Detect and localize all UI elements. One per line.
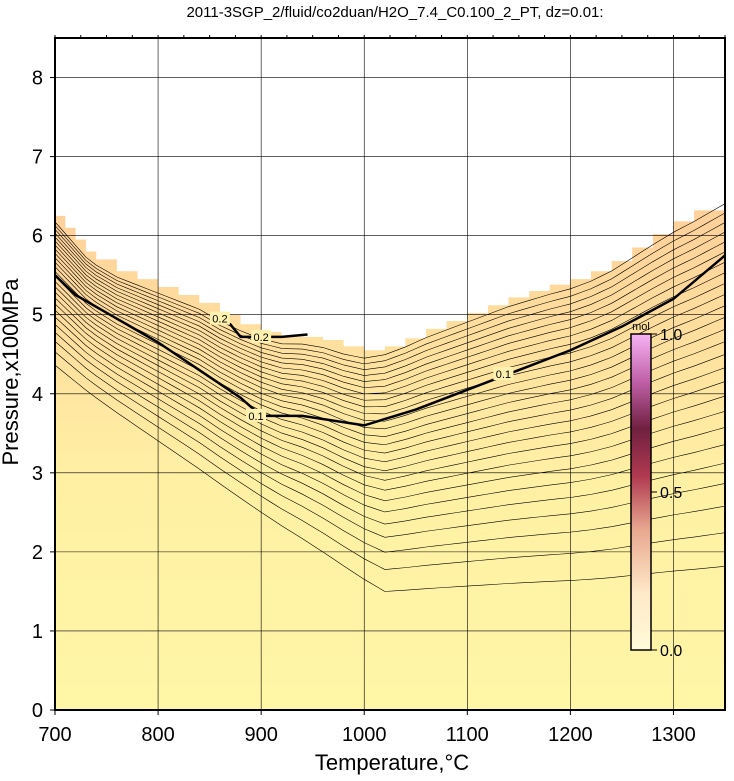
contour-label: 0.2 xyxy=(212,314,227,326)
contour-line-thin xyxy=(55,364,725,592)
contour-line-thin xyxy=(55,316,725,513)
contour-line-thin xyxy=(55,244,725,395)
x-tick-label: 1000 xyxy=(342,724,387,746)
contour-label-background xyxy=(209,311,230,325)
contour-line-thin xyxy=(55,253,725,408)
contour-line-thin xyxy=(55,248,725,401)
y-tick-label: 7 xyxy=(32,147,43,169)
contour-line-thin xyxy=(55,212,725,365)
x-axis-label: Temperature,°C xyxy=(315,750,469,775)
contour-label: 0.1 xyxy=(496,369,511,381)
contour-line-thin xyxy=(55,261,725,422)
x-tick-label: 1200 xyxy=(548,724,593,746)
contour-label-background xyxy=(246,408,266,422)
contour-line-thin xyxy=(55,236,725,382)
colorbar-gradient xyxy=(630,333,652,651)
contour-label: 0.1 xyxy=(248,411,263,423)
colorbar-unit-label: mol xyxy=(632,321,650,333)
x-tick-label: 900 xyxy=(244,724,277,746)
y-tick-label: 1 xyxy=(32,621,43,643)
labeled-contours: 0.1 0.1 0.2 0.2 xyxy=(55,254,725,427)
contour-line-thin xyxy=(55,231,725,376)
x-tick-label: 800 xyxy=(141,724,174,746)
colorbar-tick-label: 0.0 xyxy=(660,643,682,660)
contour-line-thin xyxy=(55,297,725,481)
contour-line-thin xyxy=(55,281,725,454)
contour-line-0.1 xyxy=(55,254,725,427)
x-tick-label: 1300 xyxy=(651,724,696,746)
contour-line-thin xyxy=(55,222,725,370)
y-axis-label: Pressure,x100MPa xyxy=(0,278,23,466)
colorbar-ticks: 0.0 0.5 1.0 xyxy=(651,327,682,660)
y-tick-label: 0 xyxy=(32,700,43,722)
plot-area: 0.1 0.1 0.2 0.2 xyxy=(55,38,725,710)
x-tick-label: 700 xyxy=(38,724,71,746)
chart-title: 2011-3SGP_2/fluid/co2duan/H2O_7.4_C0.100… xyxy=(186,4,603,21)
thin-contour-lines xyxy=(55,203,725,592)
y-tick-label: 6 xyxy=(32,226,43,248)
contour-line-thin xyxy=(55,240,725,388)
contour-line-thin xyxy=(55,276,725,446)
frame-ticks xyxy=(50,35,726,715)
contour-line-thin xyxy=(55,203,725,359)
grid-lines xyxy=(55,38,725,710)
contour-label: 0.2 xyxy=(254,332,269,344)
axis-tick-labels: 700 800 900 1000 1100 1200 1300 0 1 2 3 4 5 6 7 8 xyxy=(32,68,696,746)
contour-line-thin xyxy=(55,332,725,538)
contour-line-thin xyxy=(55,324,725,525)
y-tick-label: 3 xyxy=(32,463,43,485)
y-tick-label: 4 xyxy=(32,384,43,406)
y-tick-label: 8 xyxy=(32,68,43,90)
y-tick-label: 2 xyxy=(32,542,43,564)
colorbar-tick-label: 0.5 xyxy=(660,485,682,502)
colorbar: mol 0.0 0.5 1.0 xyxy=(630,321,682,660)
contour-line-thin xyxy=(55,286,725,463)
x-tick-label: 1100 xyxy=(446,724,489,746)
contour-line-thin xyxy=(55,257,725,415)
y-tick-label: 5 xyxy=(32,305,43,327)
colorbar-tick-label: 1.0 xyxy=(660,327,682,344)
contour-line-thin xyxy=(55,351,725,570)
contour-label-background xyxy=(251,329,272,343)
contour-line-thin xyxy=(55,303,725,491)
contour-line-thin xyxy=(55,310,725,502)
contour-line-thin xyxy=(55,291,725,472)
contour-label-background xyxy=(493,367,514,380)
contour-line-thin xyxy=(55,266,725,430)
